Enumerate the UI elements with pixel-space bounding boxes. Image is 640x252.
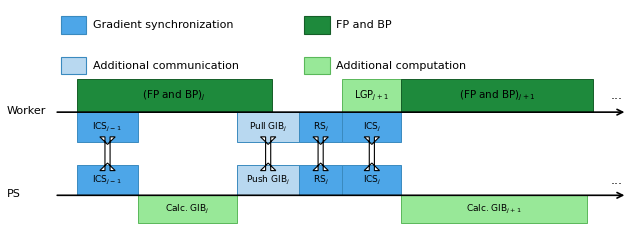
Text: Calc. GIB$_{j+1}$: Calc. GIB$_{j+1}$ <box>466 203 522 216</box>
Bar <box>342 79 401 112</box>
Polygon shape <box>100 137 115 171</box>
Text: ICS$_{j-1}$: ICS$_{j-1}$ <box>92 174 122 187</box>
Text: PS: PS <box>6 189 20 199</box>
Bar <box>77 165 138 195</box>
Text: Worker: Worker <box>6 106 46 116</box>
Text: ...: ... <box>611 174 622 187</box>
Bar <box>237 112 299 142</box>
Bar <box>61 16 86 34</box>
Bar <box>342 165 401 195</box>
Text: Additional communication: Additional communication <box>93 60 239 71</box>
Text: Additional computation: Additional computation <box>336 60 466 71</box>
Text: ICS$_{j-1}$: ICS$_{j-1}$ <box>92 121 122 134</box>
Text: RS$_j$: RS$_j$ <box>313 121 328 134</box>
Bar <box>77 79 272 112</box>
Bar <box>401 195 587 223</box>
Text: Calc. GIB$_j$: Calc. GIB$_j$ <box>165 203 209 216</box>
Bar <box>61 57 86 74</box>
Bar <box>299 112 342 142</box>
Text: LGP$_{j+1}$: LGP$_{j+1}$ <box>355 88 389 103</box>
Bar <box>299 165 342 195</box>
Polygon shape <box>260 137 276 171</box>
Text: RS$_j$: RS$_j$ <box>313 174 328 187</box>
Text: (FP and BP)$_{j+1}$: (FP and BP)$_{j+1}$ <box>459 88 536 103</box>
Text: ICS$_j$: ICS$_j$ <box>363 174 381 187</box>
Bar <box>304 57 330 74</box>
Text: FP and BP: FP and BP <box>336 20 392 30</box>
Bar <box>342 112 401 142</box>
Bar <box>304 16 330 34</box>
Text: Push GIB$_j$: Push GIB$_j$ <box>246 174 290 187</box>
Bar <box>237 165 299 195</box>
Text: (FP and BP)$_j$: (FP and BP)$_j$ <box>143 88 206 103</box>
Bar <box>77 112 138 142</box>
Bar <box>138 195 237 223</box>
Text: Gradient synchronization: Gradient synchronization <box>93 20 234 30</box>
Bar <box>401 79 593 112</box>
Polygon shape <box>364 137 380 171</box>
Polygon shape <box>313 137 328 171</box>
Text: Pull GIB$_j$: Pull GIB$_j$ <box>248 121 287 134</box>
Text: ...: ... <box>611 89 622 102</box>
Text: ICS$_j$: ICS$_j$ <box>363 121 381 134</box>
